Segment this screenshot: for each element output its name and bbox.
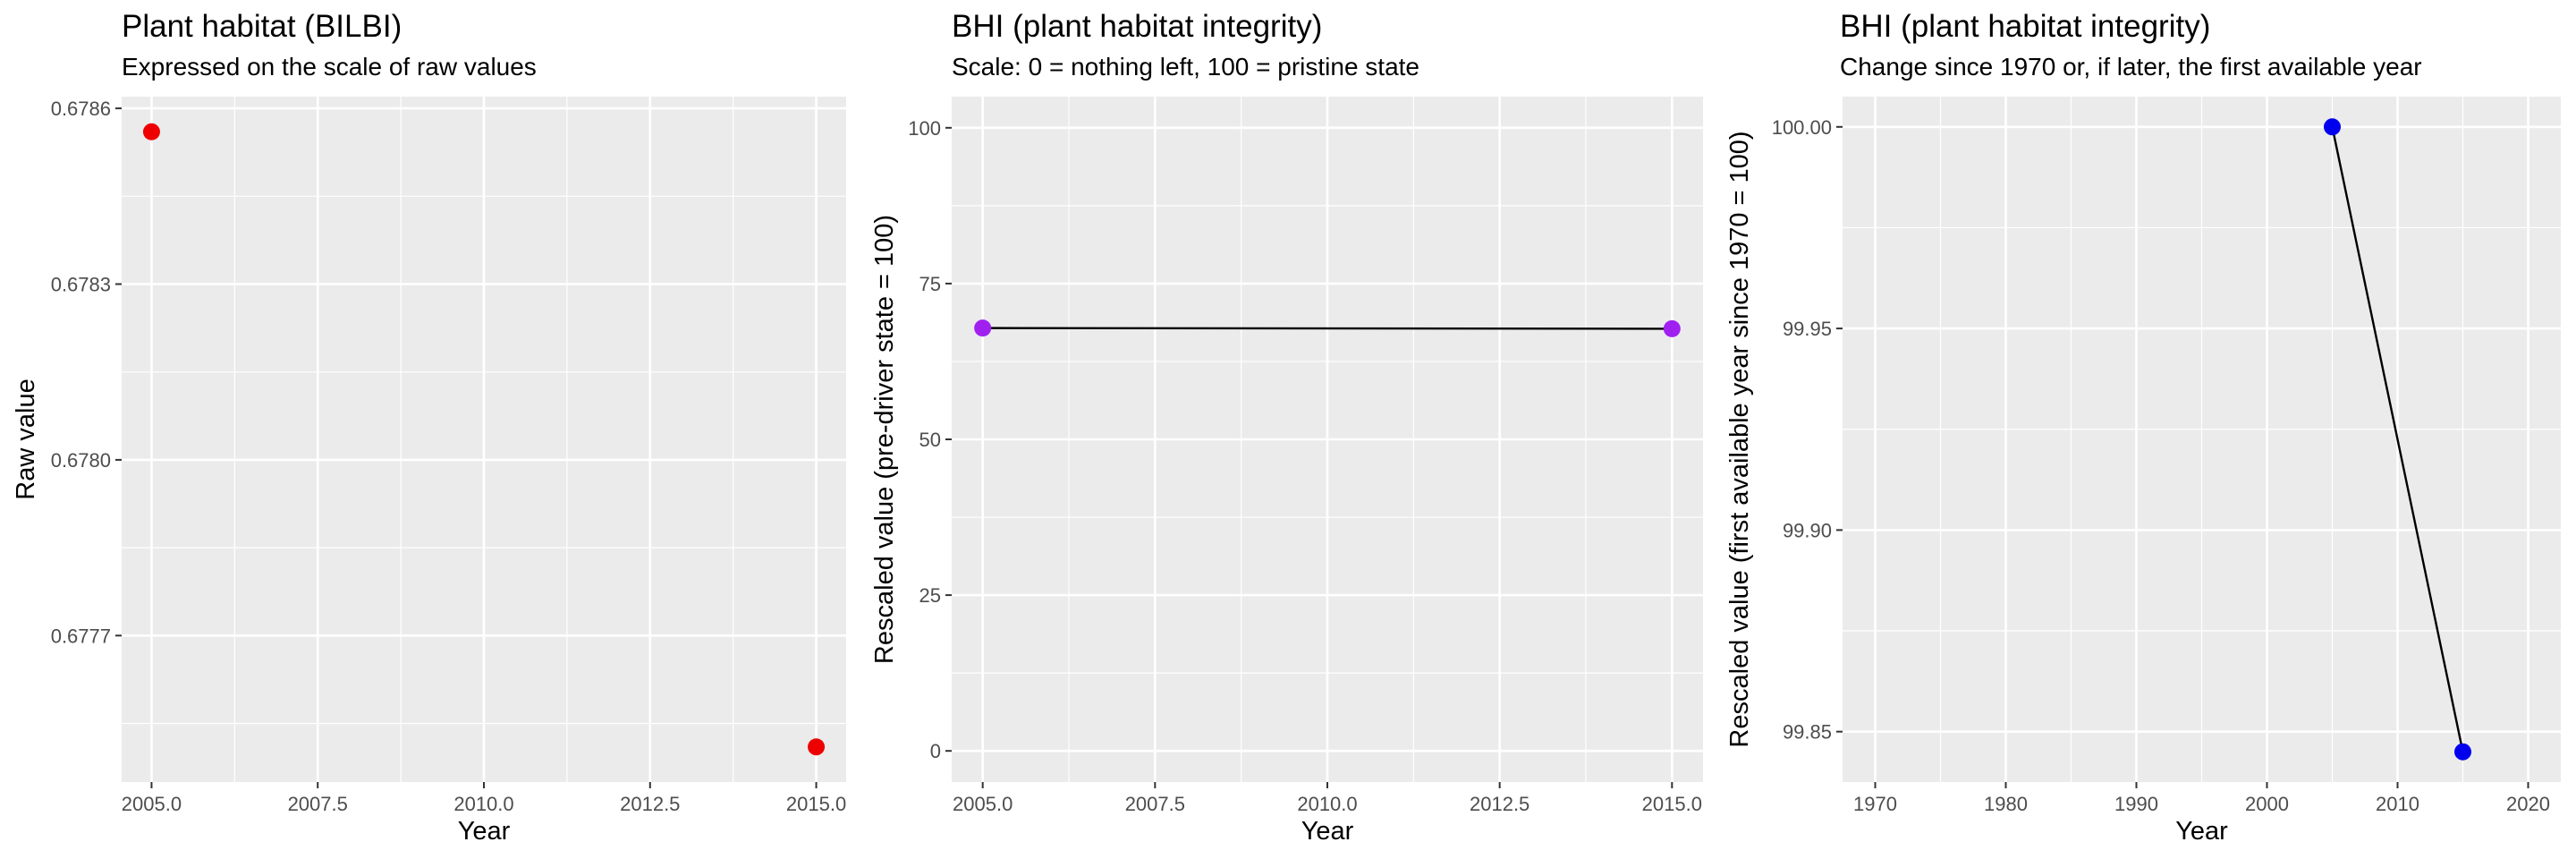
y-tick-label: 50 xyxy=(919,429,941,451)
chart-subtitle: Change since 1970 or, if later, the firs… xyxy=(1840,53,2422,81)
data-point xyxy=(974,319,992,337)
series-line xyxy=(2331,126,2464,753)
y-tick-label: 25 xyxy=(919,584,941,607)
x-tick-label: 2010.0 xyxy=(453,793,513,815)
x-tick-label: 1970 xyxy=(1853,793,1897,815)
y-axis-label: Raw value xyxy=(12,378,40,499)
x-tick-label: 2010.0 xyxy=(1297,793,1357,815)
chart-subtitle: Scale: 0 = nothing left, 100 = pristine … xyxy=(952,53,1419,81)
x-tick-label: 2010 xyxy=(2376,793,2419,815)
chart-title: BHI (plant habitat integrity) xyxy=(1840,9,2210,44)
chart-title: Plant habitat (BILBI) xyxy=(122,9,402,44)
y-tick-label: 0 xyxy=(930,740,941,762)
series-line xyxy=(982,327,1673,330)
y-tick-label: 0.6777 xyxy=(51,625,111,647)
chart-panel-3: BHI (plant habitat integrity) Change sinc… xyxy=(1725,9,2561,846)
y-tick-label: 75 xyxy=(919,273,941,295)
data-point xyxy=(808,738,826,756)
x-tick-label: 2012.5 xyxy=(1470,793,1530,815)
y-axis-label: Rescaled value (pre-driver state = 100) xyxy=(870,215,899,664)
y-axis-label: Rescaled value (first available year sin… xyxy=(1725,131,1754,747)
x-tick-label: 2012.5 xyxy=(620,793,680,815)
y-tick-label: 0.6786 xyxy=(51,98,111,120)
x-axis-label: Year xyxy=(2175,817,2228,846)
data-point xyxy=(1663,319,1681,337)
data-point xyxy=(2324,118,2341,136)
x-tick-label: 2015.0 xyxy=(1642,793,1702,815)
data-point xyxy=(2454,743,2471,761)
y-tick-label: 99.90 xyxy=(1783,519,1832,541)
x-tick-label: 1980 xyxy=(1984,793,2028,815)
x-tick-label: 2007.5 xyxy=(1125,793,1185,815)
x-tick-label: 2000 xyxy=(2245,793,2289,815)
y-tick-label: 100 xyxy=(908,117,941,140)
y-tick-label: 99.95 xyxy=(1783,318,1832,340)
y-tick-label: 100.00 xyxy=(1772,116,1832,139)
chart-title: BHI (plant habitat integrity) xyxy=(952,9,1322,44)
y-tick-label: 99.85 xyxy=(1783,721,1832,744)
x-axis-label: Year xyxy=(458,817,511,846)
chart-subtitle: Expressed on the scale of raw values xyxy=(122,53,537,81)
x-tick-label: 1990 xyxy=(2114,793,2158,815)
x-tick-label: 2005.0 xyxy=(122,793,182,815)
y-tick-label: 0.6780 xyxy=(51,449,111,472)
chart-panel-1: Plant habitat (BILBI) Expressed on the sc… xyxy=(12,9,846,846)
x-axis-label: Year xyxy=(1301,817,1354,846)
y-tick-label: 0.6783 xyxy=(51,274,111,296)
chart-panel-2: BHI (plant habitat integrity) Scale: 0 = … xyxy=(870,9,1703,846)
x-tick-label: 2020 xyxy=(2506,793,2550,815)
data-point xyxy=(142,123,160,140)
x-tick-label: 2005.0 xyxy=(953,793,1013,815)
x-tick-label: 2007.5 xyxy=(288,793,348,815)
x-tick-label: 2015.0 xyxy=(786,793,846,815)
